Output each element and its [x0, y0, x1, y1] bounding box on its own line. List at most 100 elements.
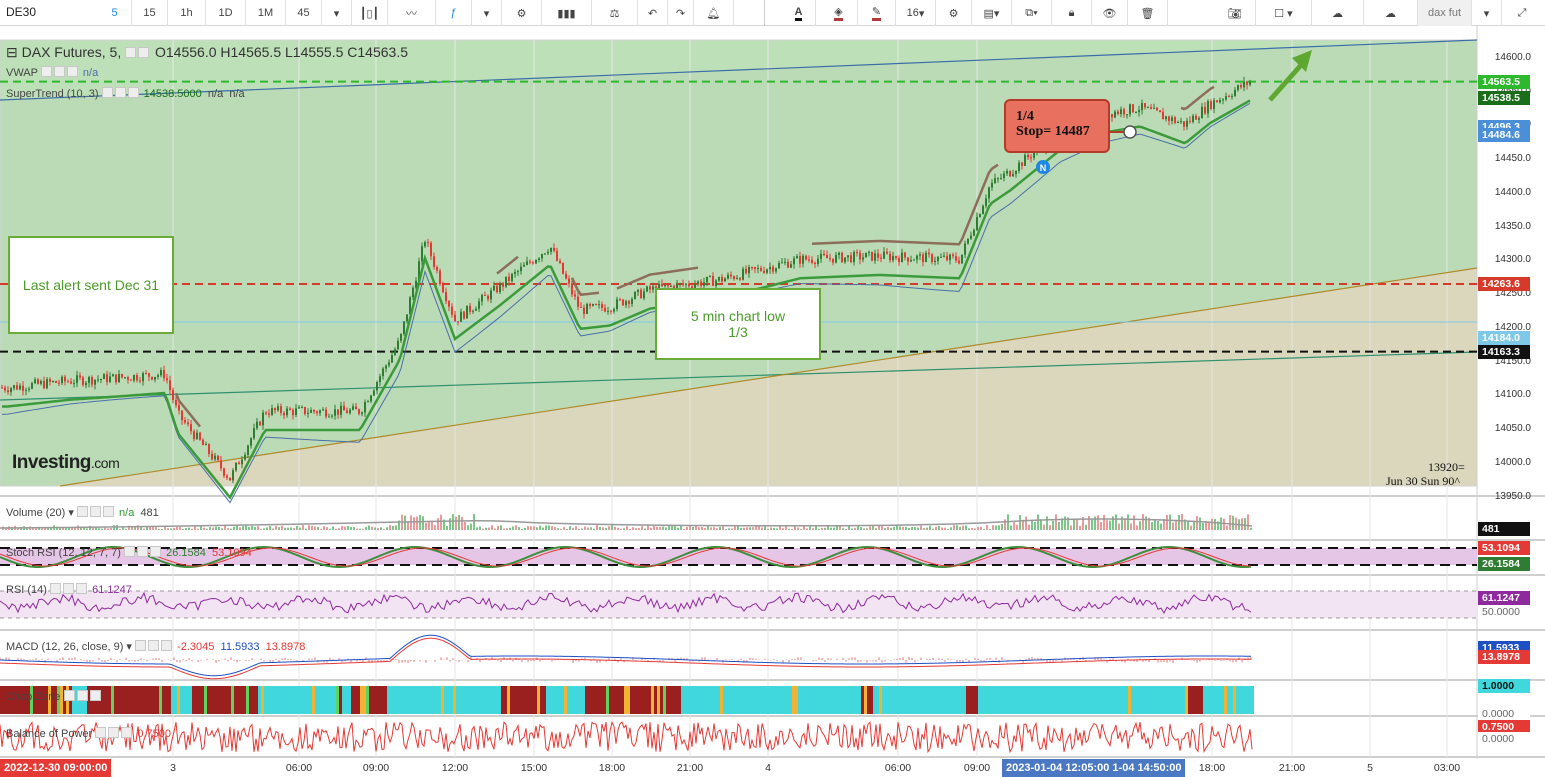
volume-bar	[506, 528, 508, 530]
chop-bar	[240, 686, 243, 714]
line-color-icon[interactable]: ✎	[858, 0, 896, 26]
chop-tag: 1.0000	[1478, 679, 1530, 693]
redo-icon[interactable]: ↷	[668, 0, 694, 26]
search-box[interactable]: dax fut	[1418, 0, 1472, 26]
close-icon[interactable]	[66, 66, 78, 77]
indicators-icon[interactable]: ƒ	[436, 0, 472, 26]
candle-body	[1159, 110, 1161, 113]
bars-icon[interactable]: ▮▮▮	[542, 0, 592, 26]
chop-bar	[654, 686, 657, 714]
chop-bar	[828, 686, 831, 714]
candle-body	[205, 444, 207, 446]
interval-dropdown-icon[interactable]: ▾	[322, 0, 352, 26]
interval-5[interactable]: 5	[98, 0, 132, 26]
candle-body	[484, 295, 486, 297]
candle-body	[802, 255, 804, 264]
candle-body	[1237, 85, 1239, 91]
chop-bar	[1140, 686, 1143, 714]
chop-bar	[243, 686, 246, 714]
volume-bar	[1154, 519, 1156, 530]
last-alert-note[interactable]: Last alert sent Dec 31	[8, 236, 174, 334]
chop-bar	[207, 686, 210, 714]
volume-bar	[1040, 519, 1042, 530]
trash-icon[interactable]: 🗑︎	[1128, 0, 1168, 26]
volume-bar	[260, 528, 262, 530]
chop-bar	[3, 686, 6, 714]
search-dropdown-icon[interactable]: ▾	[1472, 0, 1502, 26]
five-min-note[interactable]: 5 min chart low 1/3	[655, 288, 821, 360]
candle-body	[643, 291, 645, 299]
candle-body	[187, 422, 189, 425]
chop-bar	[42, 686, 45, 714]
collapse-icon[interactable]: ⊟	[6, 44, 22, 60]
candle-body	[856, 251, 858, 253]
fill-color-icon[interactable]: ◈	[820, 0, 858, 26]
fullscreen-select-icon[interactable]: ☐ ▾	[1256, 0, 1312, 26]
interval-45[interactable]: 45	[286, 0, 322, 26]
chop-bar	[348, 686, 351, 714]
interval-1d[interactable]: 1D	[206, 0, 246, 26]
interval-1h[interactable]: 1h	[168, 0, 206, 26]
candle-body	[709, 275, 711, 277]
candle-body	[751, 267, 753, 269]
eye-icon[interactable]	[40, 66, 52, 77]
camera-icon[interactable]: 📷︎	[1214, 0, 1256, 26]
cloud-load-icon[interactable]: ☁	[1312, 0, 1364, 26]
chop-bar	[147, 686, 150, 714]
volume-bar	[68, 527, 70, 530]
indicators-dropdown-icon[interactable]: ▾	[472, 0, 502, 26]
volume-bar	[959, 526, 961, 530]
chop-bar	[321, 686, 324, 714]
interval-15[interactable]: 15	[132, 0, 168, 26]
volume-bar	[746, 527, 748, 530]
chop-bar	[1131, 686, 1134, 714]
chop-bar	[282, 686, 285, 714]
candle-type-icon[interactable]: ┃▯┃	[352, 0, 388, 26]
scales-icon[interactable]: ⚖	[592, 0, 638, 26]
drawing-settings-icon[interactable]: ⚙	[936, 0, 972, 26]
volume-bar	[446, 525, 448, 530]
volume-bar	[92, 527, 94, 530]
candle-body	[1033, 152, 1035, 159]
volume-bar	[983, 528, 985, 530]
bop-tag: 0.7500	[1478, 720, 1530, 734]
volume-bar	[1037, 514, 1039, 530]
macd-legend: MACD (12, 26, close, 9) ▾ -2.3045 11.593…	[6, 640, 306, 653]
text-color-icon[interactable]: A	[782, 0, 816, 26]
volume-bar	[431, 520, 433, 530]
candle-body	[1189, 120, 1191, 122]
stop-callout[interactable]: 1/4 Stop= 14487	[1004, 99, 1110, 153]
volume-bar	[560, 528, 562, 530]
lock-icon[interactable]: 🔒︎	[1052, 0, 1092, 26]
candle-body	[163, 369, 165, 379]
volume-bar	[929, 525, 931, 530]
chop-bar	[1116, 686, 1119, 714]
chop-bar	[108, 686, 111, 714]
volume-bar	[950, 527, 952, 530]
alert-bell-icon[interactable]: 🔔︎	[694, 0, 734, 26]
compare-icon[interactable]: 〰	[388, 0, 436, 26]
candle-body	[25, 389, 27, 391]
settings-icon[interactable]	[53, 66, 65, 77]
candle-body	[181, 410, 183, 421]
chop-bar	[567, 686, 570, 714]
interval-1m[interactable]: 1M	[246, 0, 286, 26]
candle-body	[769, 266, 771, 270]
candle-body	[724, 278, 726, 282]
chop-bar	[138, 686, 141, 714]
undo-icon[interactable]: ↶	[638, 0, 668, 26]
symbol-input[interactable]: DE30	[6, 5, 37, 19]
chop-bar	[702, 686, 705, 714]
candle-body	[466, 305, 468, 319]
chart-canvas[interactable]: N	[0, 26, 1545, 777]
volume-bar	[629, 528, 631, 530]
settings-gear-icon[interactable]: ⚙	[502, 0, 542, 26]
candle-body	[1201, 106, 1203, 119]
layers-icon[interactable]: ▤▾	[972, 0, 1012, 26]
cloud-save-icon[interactable]: ☁	[1364, 0, 1418, 26]
expand-icon[interactable]: ⤢	[1517, 6, 1527, 19]
clone-icon[interactable]: ⧉▾	[1012, 0, 1052, 26]
candle-body	[1135, 112, 1137, 114]
visibility-eye-icon[interactable]: 👁︎	[1092, 0, 1128, 26]
font-size-select[interactable]: 16 ▾	[896, 0, 936, 26]
